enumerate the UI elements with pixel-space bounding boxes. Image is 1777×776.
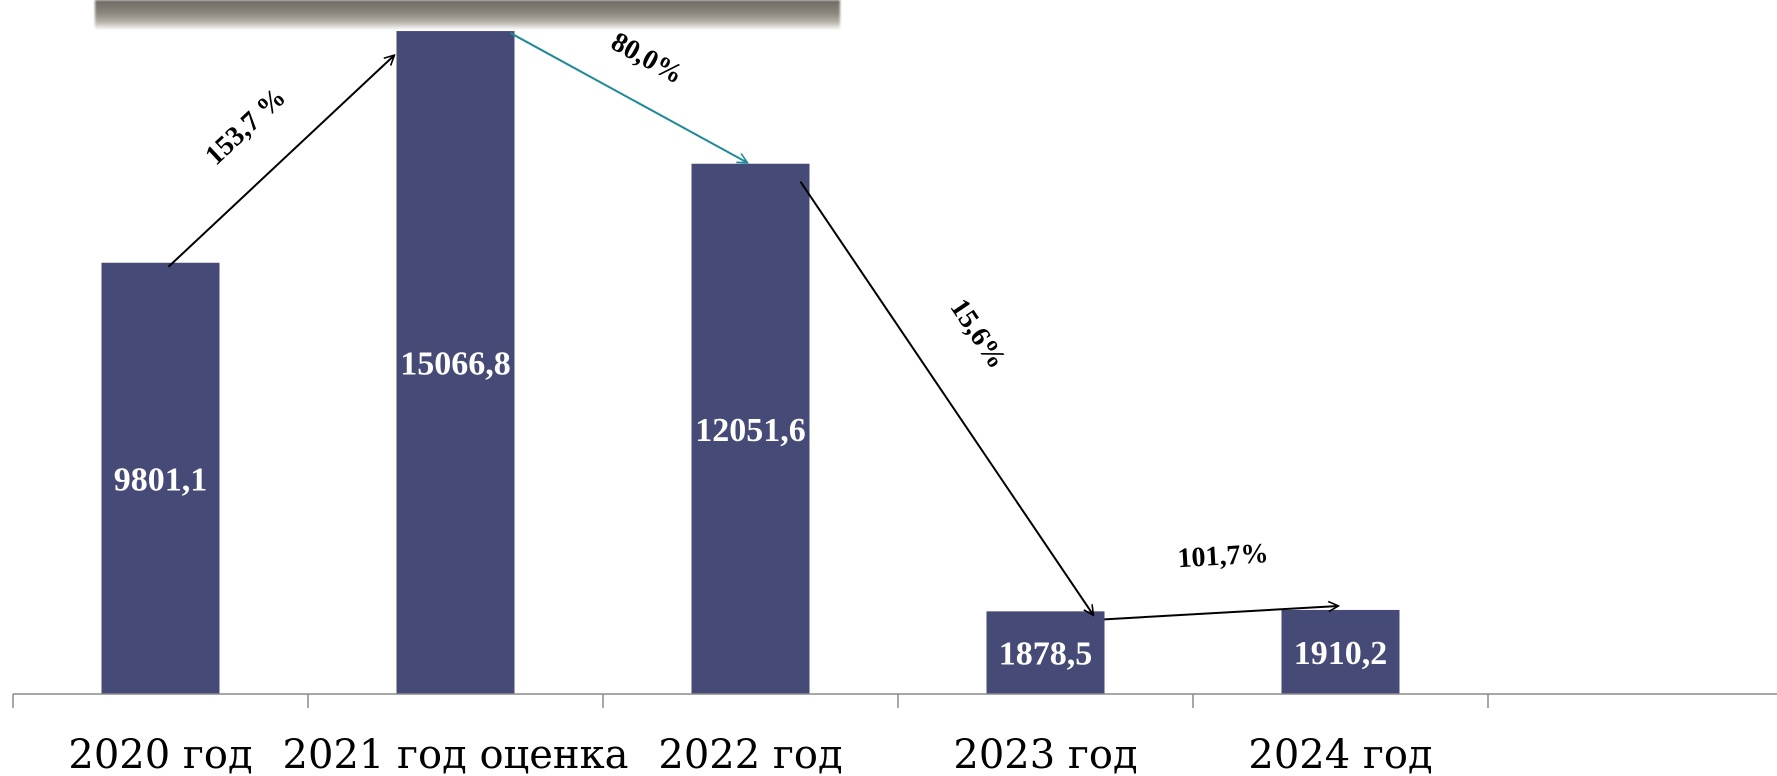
growth-label-1: 80,0% (606, 26, 688, 90)
header-photo-strip (95, 0, 840, 30)
value-label-1: 15066,8 (400, 346, 511, 383)
growth-arrow-3 (1104, 606, 1339, 621)
value-label-3: 1878,5 (999, 636, 1093, 673)
bar-1 (396, 31, 515, 695)
growth-arrow-1 (510, 32, 748, 164)
x-tick-label-4: 2024 год (1248, 732, 1432, 776)
value-label-4: 1910,2 (1294, 635, 1388, 672)
x-tick-label-1: 2021 год оценка (283, 732, 629, 776)
bar-0 (101, 262, 220, 694)
growth-label-3: 101,7% (1177, 538, 1270, 574)
growth-label-2: 15,6% (944, 293, 1013, 374)
value-label-2: 12051,6 (695, 412, 806, 449)
growth-arrow-0 (167, 55, 395, 268)
x-tick-label-0: 2020 год (68, 732, 252, 776)
bar-2 (691, 163, 810, 694)
x-tick-label-2: 2022 год (658, 732, 842, 776)
bar-3 (986, 611, 1105, 694)
growth-label-0: 153,7 % (199, 82, 292, 172)
value-label-0: 9801,1 (114, 461, 208, 498)
x-tick-label-3: 2023 год (953, 732, 1137, 776)
bar-4 (1281, 609, 1400, 694)
growth-arrow-2 (799, 181, 1094, 616)
